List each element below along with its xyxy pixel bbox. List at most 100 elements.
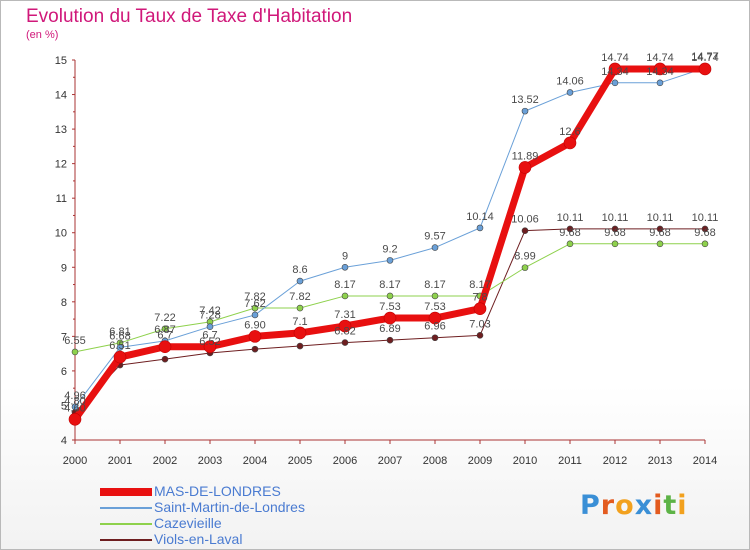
y-tick-label: 11	[56, 193, 67, 205]
legend-swatch	[100, 523, 152, 525]
data-label-mas-de-londres: 14.74	[601, 52, 629, 64]
legend-label: Viols-en-Laval	[154, 531, 243, 547]
unit-label: (en %)	[26, 29, 59, 41]
data-label-cazevieille: 6.81	[109, 326, 130, 338]
point-viols-en-laval	[161, 355, 169, 363]
y-tick-label: 9	[61, 262, 67, 274]
point-saint-martin-de-londres	[341, 263, 349, 271]
data-label-viols-en-laval: 7.03	[469, 318, 490, 330]
x-tick-label: 2004	[243, 455, 267, 467]
data-label-mas-de-londres: 7.8	[472, 292, 487, 304]
data-label-saint-martin-de-londres: 14.34	[601, 66, 629, 78]
y-tick-label: 12	[55, 159, 67, 171]
y-tick-label: 13	[55, 124, 67, 136]
data-label-viols-en-laval: 10.11	[692, 212, 719, 224]
data-label-cazevieille: 8.17	[424, 279, 445, 291]
data-label-mas-de-londres: 6.7	[202, 330, 217, 342]
y-tick-label: 6	[61, 366, 67, 378]
data-label-mas-de-londres: 12.6	[559, 126, 580, 138]
data-label-saint-martin-de-londres: 8.6	[292, 264, 307, 276]
point-cazevieille	[611, 240, 619, 248]
point-viols-en-laval	[296, 342, 304, 350]
point-viols-en-laval	[341, 339, 349, 346]
legend-swatch	[100, 507, 152, 509]
x-tick-label: 2006	[333, 455, 357, 467]
brand-letter: x	[634, 490, 654, 521]
data-label-saint-martin-de-londres: 14.06	[556, 75, 584, 87]
point-mas-de-londres	[203, 340, 217, 354]
point-saint-martin-de-londres	[296, 277, 304, 285]
data-label-cazevieille: 8.17	[379, 279, 400, 291]
point-viols-en-laval	[701, 225, 709, 233]
y-tick-label: 10	[55, 228, 67, 240]
point-saint-martin-de-londres	[206, 323, 214, 330]
data-label-mas-de-londres: 4.60	[64, 402, 85, 414]
legend-label: MAS-DE-LONDRES	[154, 483, 281, 499]
point-saint-martin-de-londres	[566, 89, 574, 96]
data-label-mas-de-londres: 11.89	[512, 150, 539, 162]
point-cazevieille	[566, 240, 574, 248]
point-mas-de-londres	[338, 319, 352, 333]
point-mas-de-londres	[653, 62, 667, 76]
brand-letter: i	[653, 490, 664, 521]
data-label-cazevieille: 6.55	[64, 335, 85, 347]
data-label-viols-en-laval: 6.89	[379, 323, 400, 335]
data-label-saint-martin-de-londres: 14.77	[691, 51, 719, 63]
point-cazevieille	[386, 292, 394, 300]
legend-label: Saint-Martin-de-Londres	[154, 499, 305, 515]
data-label-saint-martin-de-londres: 6.87	[154, 324, 175, 336]
legend-swatch	[100, 539, 152, 541]
data-label-cazevieille: 9.68	[694, 227, 715, 239]
x-tick-label: 2013	[648, 455, 672, 467]
point-mas-de-londres	[158, 340, 172, 354]
point-mas-de-londres	[428, 311, 442, 325]
chart-title: Evolution du Taux de Taxe d'Habitation	[26, 6, 353, 27]
data-label-saint-martin-de-londres: 10.14	[466, 211, 494, 223]
x-tick-label: 2007	[378, 455, 402, 467]
point-viols-en-laval	[431, 334, 439, 342]
data-label-mas-de-londres: 7.53	[379, 301, 400, 313]
x-tick-label: 2014	[693, 455, 717, 467]
point-saint-martin-de-londres	[71, 403, 79, 411]
x-tick-label: 2010	[513, 455, 537, 467]
data-label-viols-en-laval: 10.11	[557, 212, 584, 224]
point-cazevieille	[296, 304, 304, 312]
x-tick-label: 2001	[108, 455, 132, 467]
x-tick-label: 2009	[468, 455, 492, 467]
data-label-saint-martin-de-londres: 7.62	[244, 298, 265, 310]
data-label-cazevieille: 7.82	[289, 291, 310, 303]
brand-letter: P	[580, 490, 601, 521]
point-saint-martin-de-londres	[476, 224, 484, 232]
point-viols-en-laval	[566, 225, 574, 233]
data-label-viols-en-laval: 10.11	[647, 212, 674, 224]
brand-letter: t	[663, 490, 678, 521]
point-mas-de-londres	[293, 326, 307, 340]
point-mas-de-londres	[383, 311, 397, 325]
point-viols-en-laval	[251, 345, 259, 353]
y-tick-label: 7	[61, 331, 67, 343]
x-tick-label: 2005	[288, 455, 312, 467]
point-viols-en-laval	[656, 225, 664, 233]
data-label-viols-en-laval: 4.80	[64, 395, 85, 407]
x-tick-label: 2012	[603, 455, 627, 467]
data-label-cazevieille: 8.17	[334, 279, 355, 291]
data-label-mas-de-londres: 6.90	[244, 319, 265, 331]
x-tick-label: 2011	[558, 455, 582, 467]
data-label-viols-en-laval: 10.11	[602, 212, 629, 224]
data-label-cazevieille: 9.68	[559, 227, 580, 239]
point-viols-en-laval	[476, 332, 484, 339]
data-label-saint-martin-de-londres: 9	[342, 250, 348, 262]
y-tick-label: 15	[55, 55, 67, 67]
data-label-saint-martin-de-londres: 7.28	[199, 310, 220, 322]
data-label-mas-de-londres: 14.74	[646, 52, 674, 64]
data-label-cazevieille: 7.22	[154, 312, 175, 324]
data-label-saint-martin-de-londres: 9.57	[424, 231, 445, 243]
point-viols-en-laval	[386, 336, 394, 344]
brand-letter: i	[677, 490, 688, 521]
x-tick-label: 2008	[423, 455, 447, 467]
data-label-cazevieille: 7.42	[199, 305, 220, 317]
data-label-cazevieille: 8.17	[469, 279, 490, 291]
legend-swatch	[100, 488, 152, 496]
